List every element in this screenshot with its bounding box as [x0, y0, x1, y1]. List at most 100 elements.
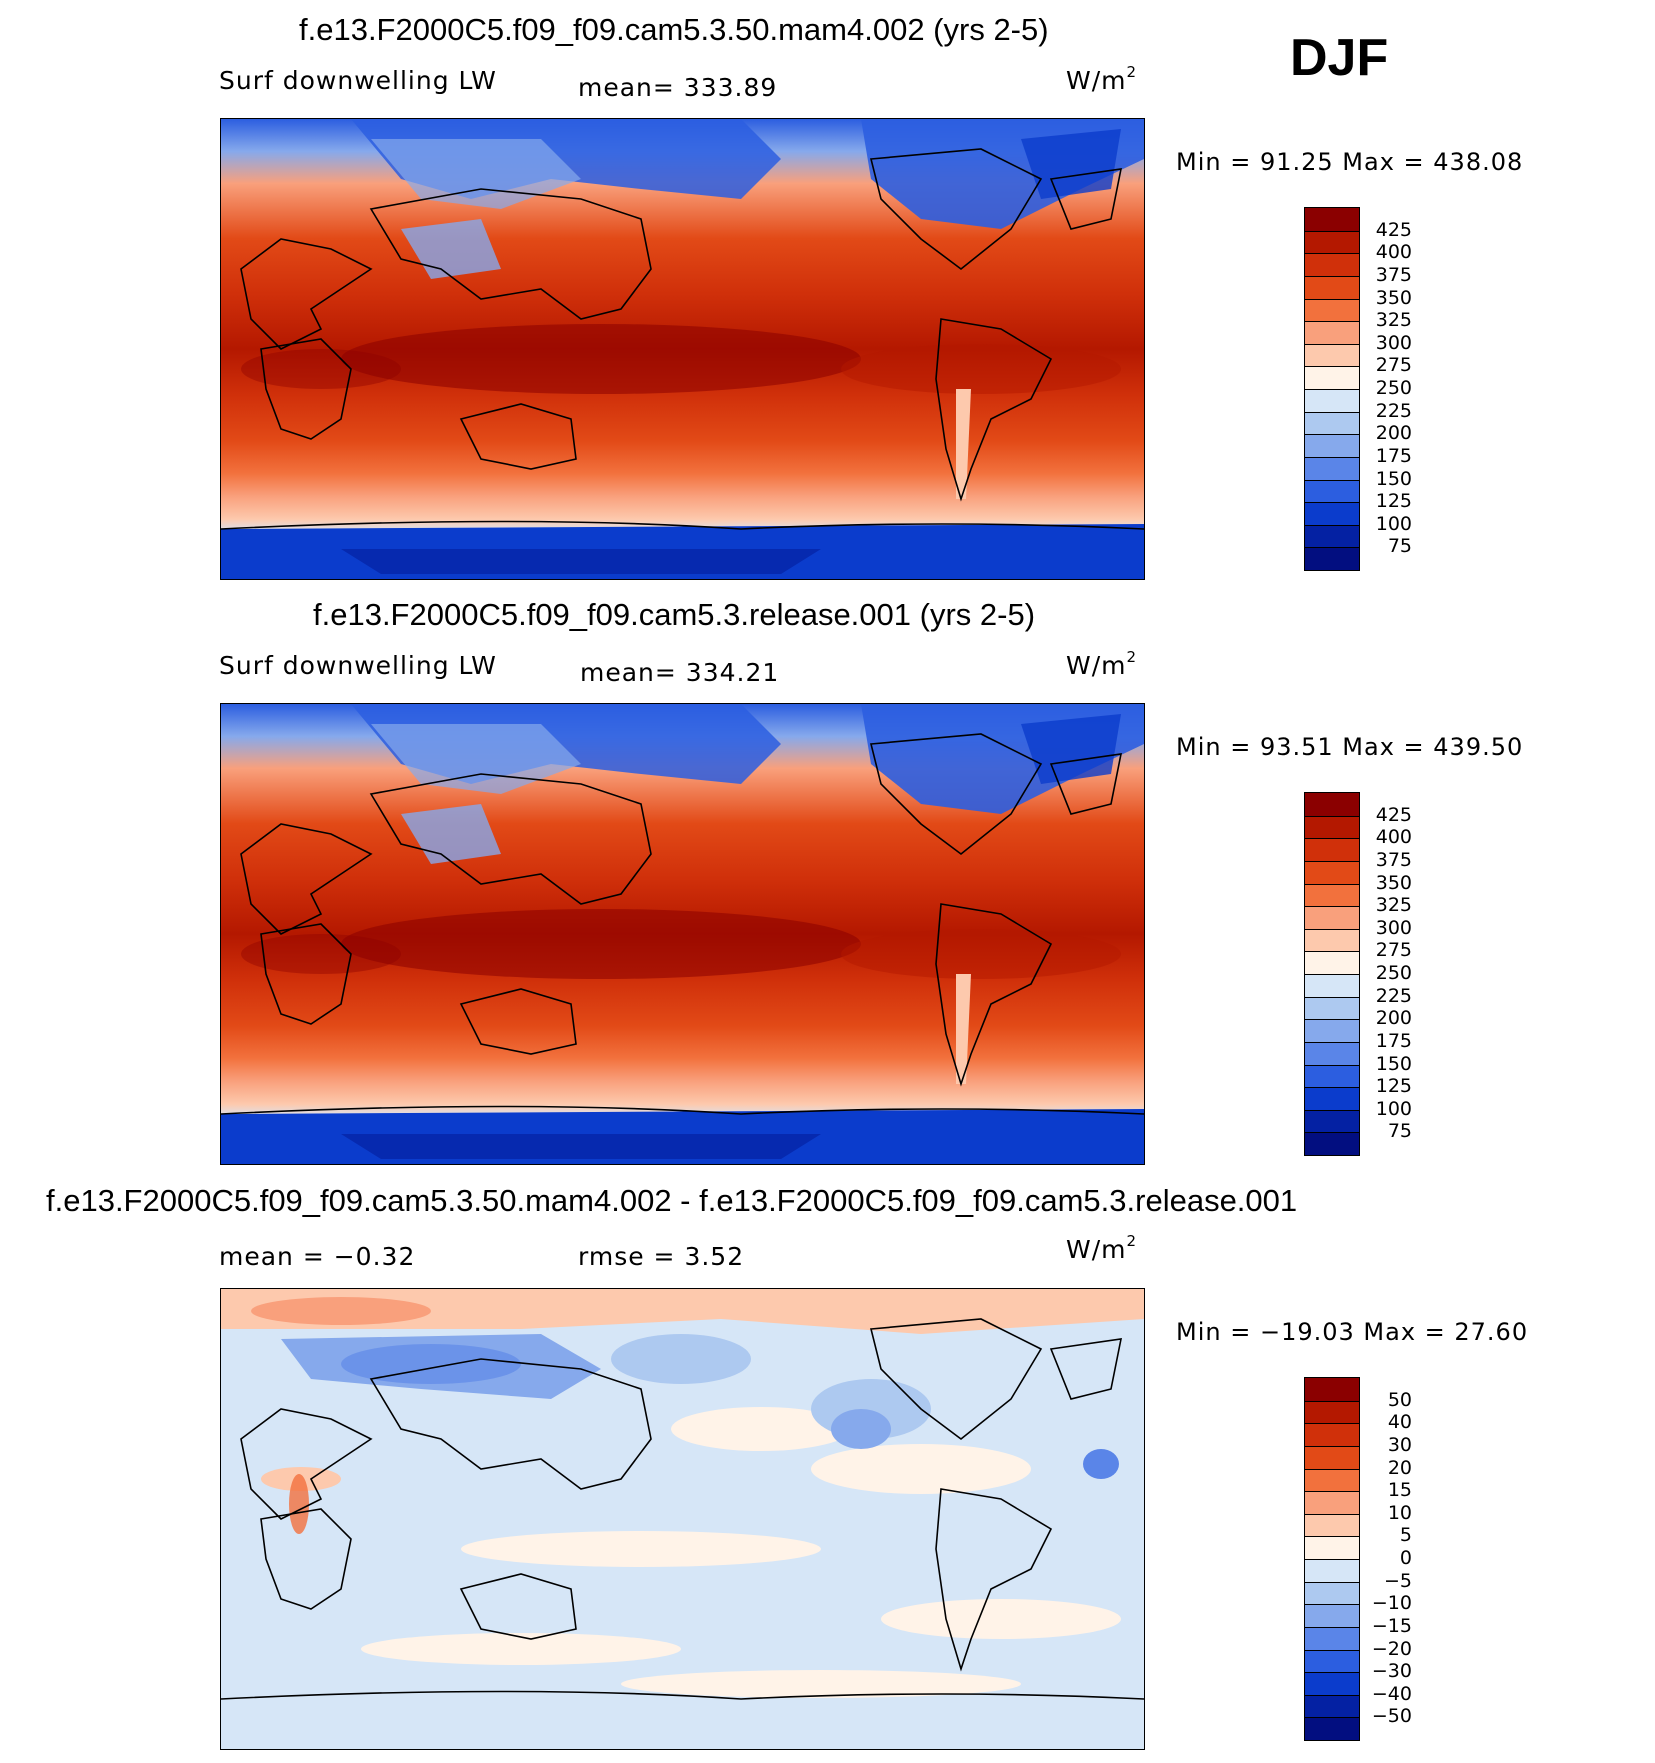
panel1-minmax: Min = 91.25 Max = 438.08	[1176, 148, 1524, 176]
panel1-colorbar	[1304, 207, 1360, 571]
colorbar-tick-label: 10	[1387, 1501, 1412, 1524]
colorbar-swatch	[1305, 1423, 1359, 1446]
panel3-minmax: Min = −19.03 Max = 27.60	[1176, 1318, 1529, 1346]
colorbar-tick-label: 375	[1375, 848, 1412, 871]
colorbar-swatch	[1305, 321, 1359, 344]
colorbar-tick-label: 225	[1375, 399, 1412, 422]
colorbar-swatch	[1305, 860, 1359, 884]
colorbar-tick-label: 15	[1387, 1479, 1412, 1502]
colorbar-swatch	[1305, 883, 1359, 907]
panel2-field	[221, 704, 1144, 1164]
panel2-colorbar-labels: 425 400 375 350 325 300 275 250 225 200 175 150 125 1…	[1358, 792, 1438, 1154]
colorbar-tick-label: 250	[1375, 377, 1412, 399]
panel3-title: f.e13.F2000C5.f09_f09.cam5.3.50.mam4.002…	[46, 1183, 1298, 1218]
colorbar-tick-label: 200	[1375, 422, 1412, 445]
colorbar-tick-label: 125	[1375, 1075, 1412, 1098]
colorbar-swatch	[1305, 1132, 1359, 1155]
colorbar-swatch	[1305, 1109, 1359, 1133]
colorbar-tick-label: 150	[1375, 1052, 1412, 1075]
panel1-map	[220, 118, 1145, 580]
colorbar-tick-label: 75	[1387, 535, 1412, 558]
colorbar-tick-label: 325	[1375, 894, 1412, 917]
colorbar-swatch	[1305, 502, 1359, 525]
colorbar-tick-label: −10	[1371, 1592, 1412, 1615]
colorbar-swatch	[1305, 1041, 1359, 1065]
colorbar-tick-label: 75	[1387, 1120, 1412, 1143]
colorbar-swatch	[1305, 547, 1359, 570]
colorbar-tick-label: 40	[1387, 1411, 1412, 1434]
colorbar-tick-label: 0	[1399, 1547, 1412, 1569]
colorbar-swatch	[1305, 479, 1359, 503]
colorbar-swatch	[1305, 1513, 1359, 1537]
panel2-colorbar	[1304, 792, 1360, 1156]
colorbar-tick-label: 125	[1375, 490, 1412, 513]
colorbar-swatch	[1305, 343, 1359, 367]
colorbar-tick-label: 5	[1399, 1524, 1412, 1547]
panel2-variable: Surf downwelling LW	[219, 651, 497, 680]
colorbar-swatch	[1305, 389, 1359, 412]
colorbar-tick-label: −30	[1371, 1660, 1412, 1683]
colorbar-swatch	[1305, 1087, 1359, 1110]
colorbar-swatch	[1305, 1559, 1359, 1582]
colorbar-tick-label: 400	[1375, 826, 1412, 849]
colorbar-tick-label: −15	[1371, 1614, 1412, 1637]
colorbar-swatch	[1305, 434, 1359, 457]
colorbar-tick-label: 275	[1375, 354, 1412, 377]
panel1-field	[221, 119, 1144, 579]
colorbar-swatch	[1305, 366, 1359, 389]
colorbar-tick-label: 175	[1375, 444, 1412, 467]
colorbar-tick-label: 400	[1375, 241, 1412, 264]
colorbar-swatch	[1305, 298, 1359, 322]
colorbar-tick-label: 100	[1375, 1097, 1412, 1120]
colorbar-tick-label: −5	[1383, 1569, 1412, 1592]
colorbar-tick-label: 100	[1375, 512, 1412, 535]
colorbar-tick-label: 300	[1375, 331, 1412, 354]
colorbar-swatch	[1305, 1717, 1359, 1740]
colorbar-swatch	[1305, 1491, 1359, 1514]
colorbar-swatch	[1305, 1378, 1359, 1401]
colorbar-tick-label: 50	[1387, 1388, 1412, 1411]
colorbar-tick-label: 20	[1387, 1456, 1412, 1479]
colorbar-swatch	[1305, 456, 1359, 480]
season-label: DJF	[1290, 29, 1389, 87]
colorbar-tick-label: −40	[1371, 1682, 1412, 1705]
colorbar-tick-label: −20	[1371, 1637, 1412, 1660]
colorbar-swatch	[1305, 1019, 1359, 1042]
panel1-mean: mean= 333.89	[578, 73, 778, 102]
colorbar-swatch	[1305, 1064, 1359, 1088]
colorbar-swatch	[1305, 1649, 1359, 1673]
colorbar-swatch	[1305, 1445, 1359, 1469]
panel2-minmax: Min = 93.51 Max = 439.50	[1176, 733, 1524, 761]
colorbar-swatch	[1305, 253, 1359, 276]
colorbar-tick-label: 150	[1375, 467, 1412, 490]
colorbar-swatch	[1305, 996, 1359, 1020]
panel3-map	[220, 1288, 1145, 1750]
colorbar-swatch	[1305, 928, 1359, 952]
panel3-units: W/m2	[1066, 1232, 1138, 1264]
panel3-field	[221, 1289, 1144, 1749]
colorbar-tick-label: 250	[1375, 962, 1412, 984]
panel3-rmse: rmse = 3.52	[578, 1242, 745, 1271]
panel3-colorbar-labels: 50 40 30 20 15 10 5 0 −5 −10 −15 −20 −30 −40 −50	[1358, 1377, 1438, 1739]
colorbar-tick-label: 175	[1375, 1029, 1412, 1052]
panel2-title: f.e13.F2000C5.f09_f09.cam5.3.release.001…	[313, 597, 1036, 632]
colorbar-swatch	[1305, 1400, 1359, 1424]
colorbar-tick-label: 30	[1387, 1433, 1412, 1456]
colorbar-tick-label: 225	[1375, 984, 1412, 1007]
panel1-title: f.e13.F2000C5.f09_f09.cam5.3.50.mam4.002…	[299, 12, 1049, 47]
panel1-variable: Surf downwelling LW	[219, 66, 497, 95]
panel1-units: W/m2	[1066, 63, 1138, 95]
colorbar-tick-label: 350	[1375, 871, 1412, 894]
panel2-mean: mean= 334.21	[580, 658, 780, 687]
colorbar-tick-label: 425	[1375, 803, 1412, 826]
colorbar-swatch	[1305, 1581, 1359, 1605]
panel1-colorbar-labels: 425 400 375 350 325 300 275 250 225 200 175 150 125 1…	[1358, 207, 1438, 569]
colorbar-swatch	[1305, 906, 1359, 929]
colorbar-swatch	[1305, 1604, 1359, 1627]
colorbar-swatch	[1305, 793, 1359, 816]
colorbar-tick-label: 325	[1375, 309, 1412, 332]
panel3-colorbar	[1304, 1377, 1360, 1741]
panel2-units: W/m2	[1066, 648, 1138, 680]
colorbar-swatch	[1305, 815, 1359, 839]
colorbar-tick-label: 200	[1375, 1007, 1412, 1030]
